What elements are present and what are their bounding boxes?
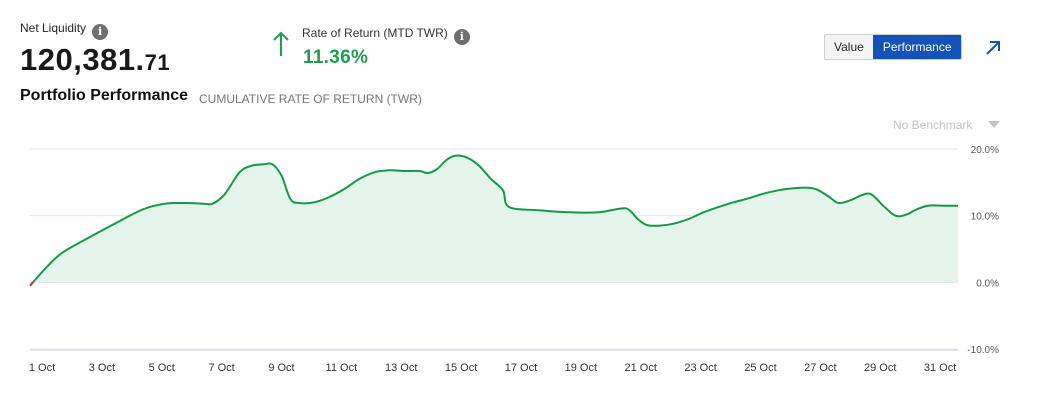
- view-toggle: Value Performance: [824, 34, 962, 60]
- x-tick-label: 21 Oct: [625, 362, 657, 374]
- x-tick-label: 23 Oct: [684, 362, 716, 374]
- chart-y-axis: 20.0% 10.0% 0.0% -10.0%: [967, 145, 999, 356]
- rate-of-return-value: 11.36%: [303, 47, 369, 68]
- y-tick-label: 10.0%: [971, 212, 999, 223]
- chevron-down-icon[interactable]: [988, 121, 1000, 129]
- net-liquidity-label-text: Net Liquidity: [20, 21, 87, 35]
- x-tick-label: 17 Oct: [505, 362, 537, 374]
- performance-button[interactable]: Performance: [872, 35, 961, 59]
- x-tick-label: 25 Oct: [744, 362, 776, 374]
- net-liquidity-cents: 71: [144, 50, 171, 75]
- y-tick-label: -10.0%: [967, 345, 999, 356]
- section-title: Portfolio Performance: [20, 87, 189, 104]
- x-tick-label: 31 Oct: [924, 362, 956, 374]
- x-tick-label: 9 Oct: [268, 362, 294, 374]
- x-tick-label: 27 Oct: [804, 362, 836, 374]
- y-tick-label: 0.0%: [976, 278, 999, 289]
- x-tick-label: 13 Oct: [385, 362, 417, 374]
- x-tick-label: 15 Oct: [445, 362, 477, 374]
- negative-segment: [29, 281, 34, 287]
- net-liquidity-whole: 120,381.: [20, 42, 145, 77]
- return-area: [30, 155, 958, 286]
- x-tick-label: 5 Oct: [149, 362, 175, 374]
- x-tick-label: 1 Oct: [29, 362, 55, 374]
- x-tick-label: 7 Oct: [208, 362, 234, 374]
- y-tick-label: 20.0%: [971, 145, 999, 156]
- expand-arrow-icon[interactable]: [984, 39, 1002, 57]
- benchmark-select[interactable]: No Benchmark: [893, 118, 973, 132]
- rate-of-return-label: Rate of Return (MTD TWR) i: [302, 26, 470, 45]
- performance-chart: 20.0% 10.0% 0.0% -10.0% 1 Oct 3 Oct 5 Oct 7 Oc…: [29, 145, 999, 374]
- x-tick-label: 29 Oct: [864, 362, 896, 374]
- info-icon[interactable]: i: [453, 29, 470, 45]
- up-arrow-icon: [273, 31, 289, 56]
- net-liquidity-value: 120,381.71: [20, 42, 170, 78]
- rate-of-return-label-text: Rate of Return (MTD TWR): [302, 26, 448, 40]
- return-line: [29, 154, 958, 287]
- chart-x-axis: 1 Oct 3 Oct 5 Oct 7 Oct 9 Oct 11 Oct 13 Oct 15 …: [29, 349, 958, 374]
- section-subtitle: CUMULATIVE RATE OF RETURN (TWR): [199, 92, 422, 106]
- x-tick-label: 3 Oct: [89, 362, 115, 374]
- chart-area-layer: [29, 154, 958, 287]
- value-button[interactable]: Value: [825, 35, 873, 59]
- x-tick-label: 11 Oct: [326, 362, 358, 374]
- net-liquidity-label: Net Liquidity i: [20, 21, 109, 40]
- info-icon[interactable]: i: [92, 24, 109, 40]
- x-tick-label: 19 Oct: [565, 362, 597, 374]
